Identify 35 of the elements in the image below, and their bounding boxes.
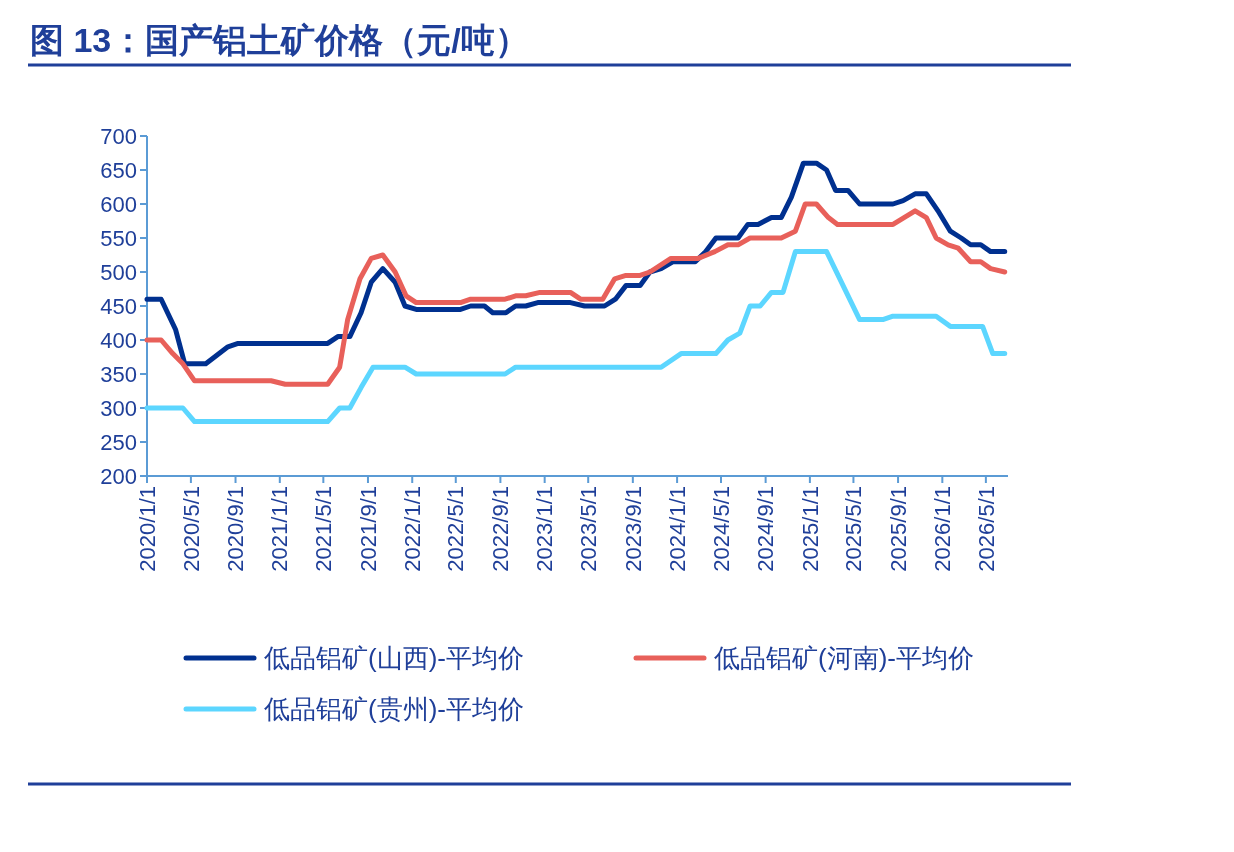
x-tick-label: 2021/9/1 [355,486,381,572]
chart-title: 图 13：国产铝土矿价格（元/吨） [30,21,529,59]
x-tick-label: 2025/1/1 [797,486,823,572]
y-tick-label: 450 [100,293,137,319]
legend-label: 低品铝矿(河南)-平均价 [714,643,974,674]
y-tick-label: 400 [100,327,137,353]
x-tick-label: 2023/9/1 [620,486,646,572]
x-tick-label: 2022/9/1 [488,486,514,572]
legend-label: 低品铝矿(贵州)-平均价 [264,694,524,725]
x-tick-label: 2023/1/1 [532,486,558,572]
x-tick-label: 2026/1/1 [930,486,956,572]
y-tick-label: 300 [100,395,137,421]
x-tick-label: 2025/9/1 [885,486,911,572]
y-tick-label: 350 [100,361,137,387]
x-tick-label: 2026/5/1 [973,486,999,572]
y-tick-label: 600 [100,191,137,217]
x-tick-label: 2021/1/1 [267,486,293,572]
y-tick-label: 200 [100,463,137,489]
y-tick-label: 700 [100,123,137,149]
x-tick-label: 2023/5/1 [575,486,601,572]
y-tick-label: 550 [100,225,137,251]
x-tick-label: 2024/9/1 [753,486,779,572]
y-tick-label: 250 [100,429,137,455]
x-tick-label: 2024/5/1 [708,486,734,572]
y-tick-label: 500 [100,259,137,285]
x-tick-label: 2021/5/1 [311,486,337,572]
legend-label: 低品铝矿(山西)-平均价 [264,643,524,674]
x-tick-label: 2022/1/1 [399,486,425,572]
y-tick-label: 650 [100,157,137,183]
x-tick-label: 2024/1/1 [664,486,690,572]
x-tick-label: 2025/5/1 [841,486,867,572]
x-tick-label: 2020/5/1 [178,486,204,572]
x-tick-label: 2020/9/1 [223,486,249,572]
x-tick-label: 2020/1/1 [134,486,160,572]
x-tick-label: 2022/5/1 [443,486,469,572]
